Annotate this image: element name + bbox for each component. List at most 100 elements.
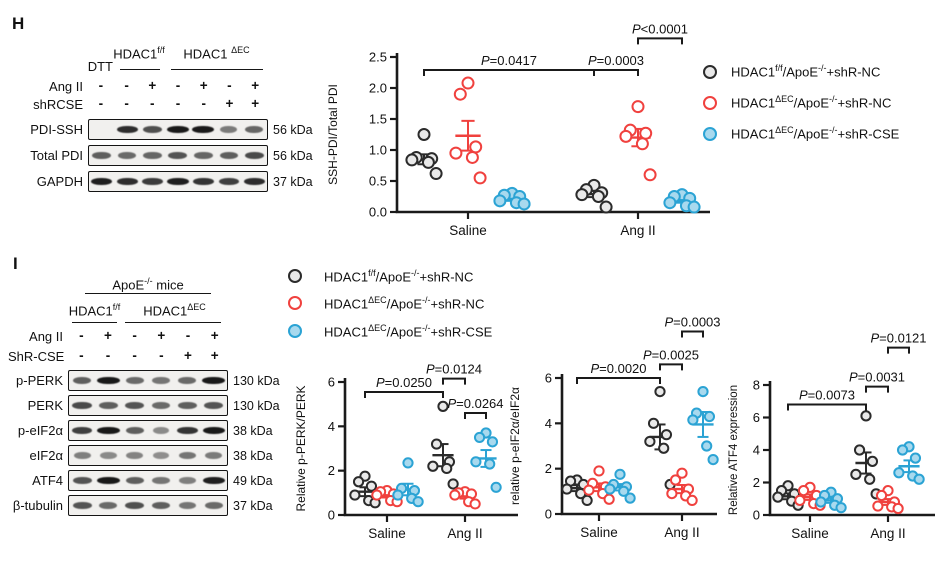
condition-symbol: -	[132, 328, 137, 343]
data-point	[850, 468, 862, 480]
data-point	[631, 100, 645, 114]
condition-symbol: -	[185, 328, 191, 343]
group-base: HDAC1	[113, 46, 158, 62]
condition-symbol: +	[104, 328, 112, 343]
data-point	[517, 197, 531, 211]
group-underline-dec	[125, 322, 221, 323]
x-category-label: Ang II	[664, 525, 699, 540]
blot-strip	[68, 470, 228, 491]
blot-lane	[148, 471, 174, 490]
group-underline-ff	[120, 69, 160, 70]
blot-band	[142, 178, 163, 185]
blot-lane	[191, 172, 216, 191]
data-point	[797, 485, 810, 497]
blot-band	[99, 502, 118, 509]
group-base: HDAC1	[68, 303, 113, 319]
data-point	[853, 444, 866, 456]
data-point	[561, 483, 573, 495]
blot-lane	[201, 421, 227, 440]
blot-strip	[88, 119, 268, 140]
blot-target-label: GAPDH	[36, 174, 83, 189]
blot-lane	[165, 146, 190, 165]
blot-band	[72, 402, 92, 409]
blot-lane	[69, 496, 95, 515]
condition-symbol: +	[225, 96, 234, 111]
p-value-label: P=0.0417	[481, 53, 537, 68]
blot-band	[178, 377, 197, 384]
blot-lane	[122, 421, 148, 440]
data-point	[484, 458, 496, 470]
data-point	[430, 438, 443, 450]
data-point	[893, 467, 905, 479]
blot-band	[178, 402, 197, 409]
data-point	[687, 200, 701, 214]
p-value-label: P=0.0250	[376, 375, 432, 390]
blot-strip	[68, 395, 228, 416]
data-point	[352, 476, 365, 488]
blot-band	[151, 502, 171, 509]
blot-band	[152, 427, 170, 434]
group-base: HDAC1	[143, 303, 188, 319]
data-point	[872, 500, 884, 512]
y-axis-title: relative p-eIF2α/eIF2α	[508, 387, 522, 505]
data-point	[427, 460, 439, 472]
data-point	[461, 76, 475, 90]
mice-sup: -/-	[144, 276, 153, 286]
p-value-label: P=0.0020	[590, 361, 646, 376]
panel-h-legend: HDAC1f/f/ApoE-/-+shR-NC HDAC1ΔEC/ApoE-/-+…	[703, 56, 899, 149]
data-point	[437, 400, 449, 412]
x-category-label: Saline	[449, 223, 487, 238]
data-point	[892, 502, 904, 515]
data-point	[469, 498, 481, 510]
legend-label: HDAC1ΔEC/ApoE-/-+shR-CSE	[324, 322, 493, 339]
kda-label: 49 kDa	[233, 473, 273, 488]
blot-lane	[89, 146, 114, 165]
blot-band	[100, 452, 117, 459]
blot-strip	[88, 145, 268, 166]
blot-strip-row: Total PDI 56 kDa	[8, 145, 313, 166]
blot-band	[192, 126, 215, 133]
panel-h-label: H	[12, 14, 25, 33]
panel-i-legend: HDAC1f/f/ApoE-/-+shR-NC HDAC1ΔEC/ApoE-/-+…	[288, 262, 492, 345]
data-point	[896, 444, 909, 456]
blot-lane	[148, 496, 174, 515]
blot-band	[72, 377, 92, 384]
significance-bracket	[681, 330, 704, 338]
blot-lane	[114, 146, 139, 165]
blot-strip-row: p-eIF2α 38 kDa	[8, 420, 273, 441]
data-point	[449, 489, 461, 501]
data-point	[441, 462, 453, 475]
data-point	[392, 489, 404, 501]
blot-band	[125, 377, 144, 384]
blot-band	[73, 452, 91, 459]
condition-symbols: - + - + - +	[68, 329, 228, 343]
p-value-label: P=0.0073	[799, 388, 855, 403]
condition-symbols: - - - - + +	[68, 349, 228, 363]
legend-label: HDAC1f/f/ApoE-/-+shR-NC	[324, 267, 474, 284]
condition-symbol: -	[132, 348, 137, 363]
blot-strip-row: PDI-SSH 56 kDa	[8, 119, 313, 140]
y-tick-label: 2	[328, 463, 335, 478]
kda-label: 38 kDa	[233, 448, 273, 463]
blot-lane	[148, 446, 174, 465]
condition-row: ShR-CSE - - - - + +	[8, 348, 228, 364]
significance-bracket	[593, 69, 639, 77]
blot-lane	[201, 371, 227, 390]
y-axis-title: SSH-PDI/Total PDI	[326, 84, 340, 185]
blot-lane	[201, 471, 227, 490]
y-axis-title: Relative p-PERK/PERK	[294, 385, 308, 511]
p-value-label: P=0.0031	[849, 370, 905, 385]
significance-bracket	[637, 37, 683, 45]
data-point	[875, 489, 888, 502]
blot-strip	[88, 171, 268, 192]
data-point	[349, 489, 361, 501]
blot-band	[202, 427, 226, 434]
group-sup: f/f	[157, 45, 165, 55]
panel-h-blot: HDAC1f/f HDAC1 ΔEC DTT Ang II - - + - + - + shRC…	[8, 38, 338, 208]
significance-bracket	[887, 346, 910, 354]
data-point	[593, 465, 605, 477]
data-point	[417, 128, 431, 141]
group-underline-dec	[171, 69, 263, 70]
data-point	[599, 200, 613, 214]
x-category-label: Saline	[368, 526, 406, 541]
